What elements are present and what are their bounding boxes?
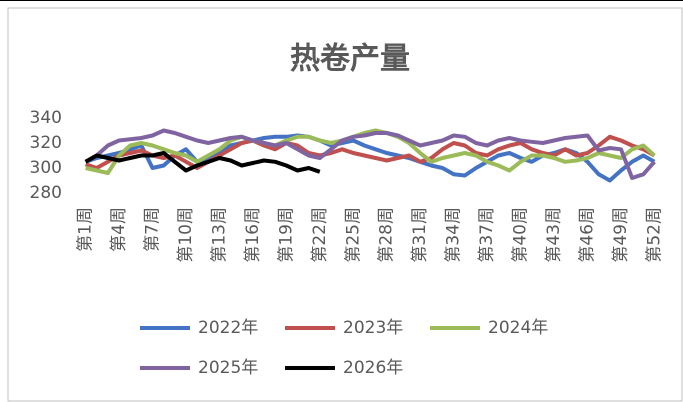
legend-label: 2022年 [198,318,258,338]
y-tick-label: 280 [30,183,62,203]
y-tick-label: 340 [30,108,62,128]
x-tick-label: 第43周 [544,207,564,263]
x-tick-label: 第25周 [343,207,363,263]
x-tick-label: 第49周 [611,207,631,263]
x-tick-label: 第46周 [578,207,598,263]
x-tick-label: 第40周 [511,207,531,263]
x-tick-label: 第28周 [377,207,397,263]
y-tick-label: 300 [30,158,62,178]
chart-title: 热卷产量 [290,42,410,77]
series-line [85,128,656,175]
legend-label: 2025年 [198,358,258,378]
x-tick-label: 第37周 [477,207,497,263]
x-tick-label: 第1周 [76,207,96,252]
x-tick-label: 第52周 [644,207,664,263]
series-line [84,151,321,174]
legend-label: 2023年 [343,318,403,338]
legend-label: 2024年 [488,318,548,338]
chart-frame [7,7,683,402]
x-tick-label: 第4周 [109,207,129,252]
x-tick-label: 第10周 [176,207,196,263]
legend-label: 2026年 [343,358,403,378]
series-line [84,134,656,170]
x-tick-label: 第13周 [209,207,229,263]
x-tick-label: 第16周 [243,207,263,263]
x-tick-label: 第31周 [410,207,430,263]
series-line [84,128,656,180]
x-tick-label: 第7周 [143,207,163,252]
x-tick-label: 第22周 [310,207,330,263]
y-tick-label: 320 [30,133,62,153]
x-tick-label: 第34周 [444,207,464,263]
x-tick-label: 第19周 [276,207,296,263]
